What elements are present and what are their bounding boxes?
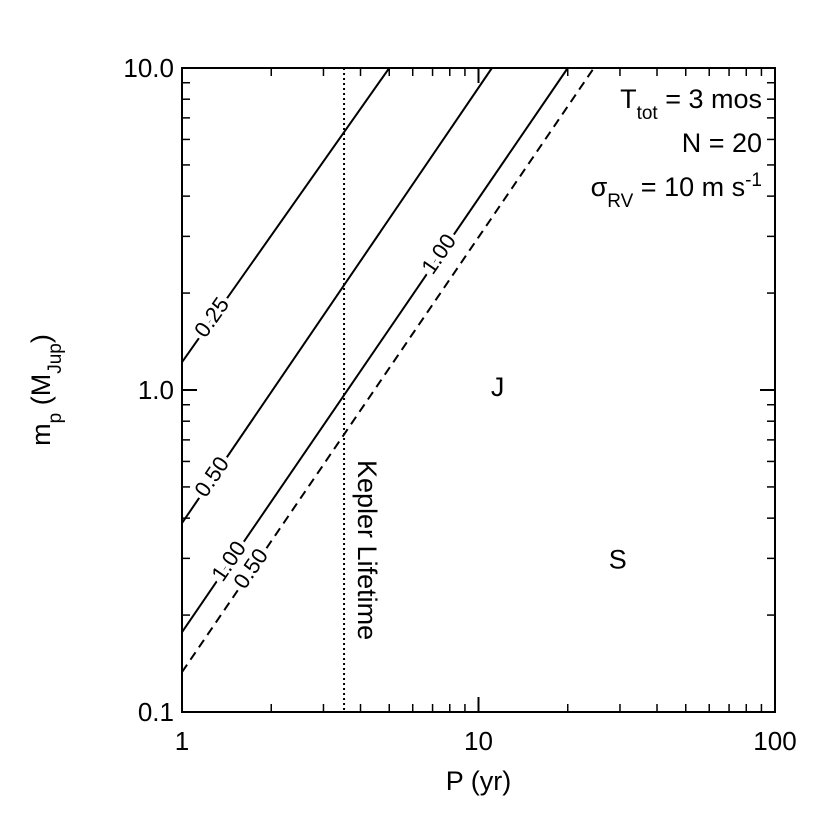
text-part: T — [620, 84, 637, 114]
planet-label: J — [491, 372, 505, 402]
contour-line — [181, 67, 595, 673]
planet-label: S — [609, 544, 627, 574]
x-tick-label: 1 — [175, 726, 189, 756]
x-axis-label: P (yr) — [446, 766, 512, 796]
text-part: ) — [26, 334, 56, 343]
text-part: = 10 m s — [633, 172, 745, 202]
text-part: -1 — [745, 170, 762, 191]
text-part: (M — [26, 374, 56, 413]
y-tick-label: 10.0 — [123, 53, 174, 83]
y-tick-label: 1.0 — [138, 375, 174, 405]
text-part: = 3 mos — [658, 84, 762, 114]
text-part: N = 20 — [682, 128, 762, 158]
x-tick-label: 100 — [753, 726, 796, 756]
rich-text: N = 20 — [682, 128, 762, 158]
text-part: tot — [637, 103, 659, 124]
contour-line — [181, 67, 569, 633]
contour-line — [181, 67, 493, 524]
rich-text: σRV = 10 m s-1 — [591, 170, 762, 212]
contour-line — [181, 67, 391, 363]
kepler-label: Kepler Lifetime — [352, 460, 382, 640]
text-part: RV — [607, 191, 633, 212]
text-part: p — [45, 413, 66, 424]
contour-label: 0.25 — [189, 293, 234, 342]
plot-frame — [181, 67, 776, 713]
text-part: m — [26, 423, 56, 446]
y-tick-label: 0.1 — [138, 697, 174, 727]
text-part: Jup — [45, 343, 66, 374]
rich-text: Ttot = 3 mos — [620, 84, 762, 124]
rich-text: mp (MJup) — [26, 334, 66, 446]
x-tick-label: 10 — [464, 726, 493, 756]
contour-label: 0.50 — [189, 452, 234, 501]
text-part: σ — [591, 172, 608, 202]
